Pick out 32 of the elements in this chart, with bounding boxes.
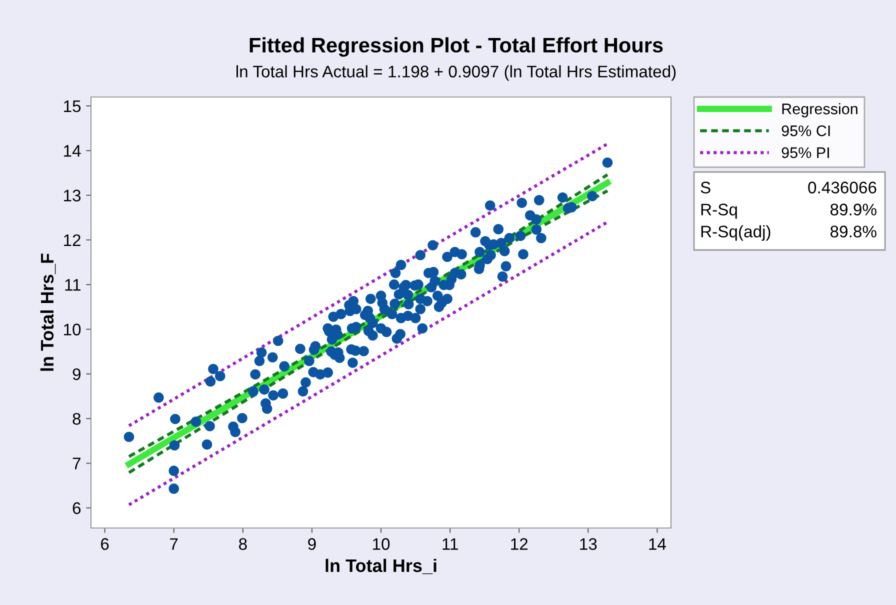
legend-label: 95% PI: [782, 147, 829, 158]
legend-label: 95% CI: [782, 125, 830, 136]
x-tick-label: 8: [238, 538, 247, 550]
text: 89.8%: [830, 226, 876, 238]
y-tick-label: 14: [64, 145, 81, 157]
x-axis-title: ln Total Hrs_i: [326, 558, 436, 574]
text: R-Sq: [701, 204, 737, 219]
x-tick-label: 13: [580, 538, 597, 550]
y-axis-title: ln Total Hrs_F: [40, 254, 56, 371]
x-tick-label: 7: [170, 538, 178, 550]
chart-subtitle: ln Total Hrs Actual = 1.198 + 0.9097 (ln Total Hrs Estimated): [236, 65, 676, 81]
y-tick-label: 6: [72, 502, 81, 514]
y-tick-label: 15: [64, 100, 81, 112]
x-tick-label: 12: [511, 538, 528, 550]
x-tick-label: 11: [442, 538, 458, 550]
x-tick-label: 9: [308, 538, 316, 550]
y-tick-label: 9: [72, 368, 80, 380]
y-tick-label: 12: [64, 234, 80, 246]
text: R-Sq(adj): [701, 225, 770, 241]
y-tick-label: 13: [64, 190, 81, 202]
x-tick-label: 10: [373, 538, 390, 550]
chart-title: Fitted Regression Plot - Total Effort Hours: [250, 37, 663, 57]
y-tick-label: 10: [64, 324, 81, 336]
legend-label: Regression: [782, 103, 858, 118]
y-tick-label: 11: [65, 279, 80, 291]
text: 0.436066: [808, 182, 876, 194]
text: 89.9%: [830, 204, 876, 216]
y-tick-label: 7: [72, 458, 80, 470]
x-tick-label: 6: [101, 538, 109, 550]
y-tick-label: 8: [72, 412, 81, 425]
text: S: [700, 182, 710, 194]
x-tick-label: 14: [649, 538, 666, 550]
